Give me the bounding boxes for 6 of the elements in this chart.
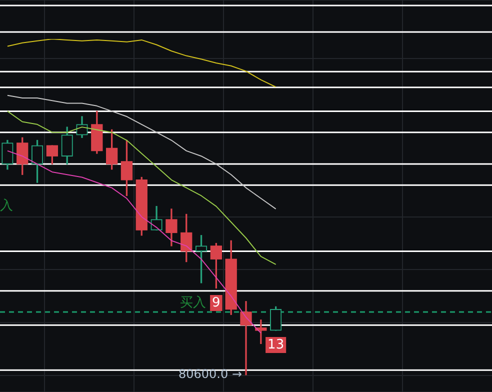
- annotation: 入: [0, 198, 13, 214]
- annotation: 80600.0 →: [178, 367, 242, 382]
- candlestick: [240, 301, 252, 376]
- annotation: 买入: [180, 295, 206, 310]
- annotation: 13: [268, 337, 284, 352]
- annotation: 9: [212, 295, 220, 310]
